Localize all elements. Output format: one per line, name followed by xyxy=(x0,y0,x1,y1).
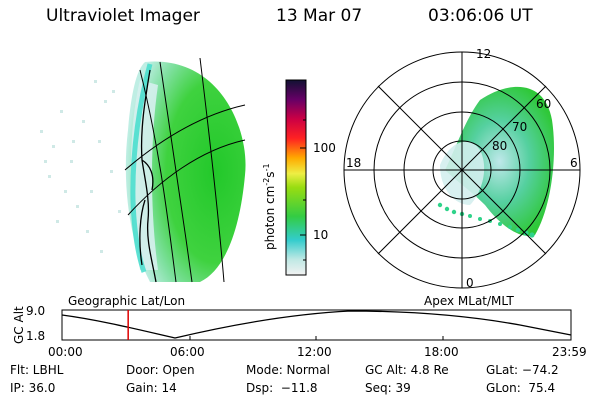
mlt-label-12: 12 xyxy=(476,47,492,61)
noise-speckles xyxy=(40,80,121,253)
info-flt: Flt: LBHL xyxy=(10,363,64,377)
info-seq: Seq: 39 xyxy=(365,381,411,395)
info-gcalt: GC Alt: 4.8 Re xyxy=(365,363,449,377)
geographic-label: Geographic Lat/Lon xyxy=(68,294,186,308)
x-tick-0600: 06:00 xyxy=(170,345,205,359)
colorbar-tick-10: 10 xyxy=(313,228,329,242)
colorbar xyxy=(285,79,307,276)
mlt-label-0: 0 xyxy=(466,276,474,290)
instrument-title: Ultraviolet Imager xyxy=(46,6,200,26)
time-label: 03:06:06 UT xyxy=(428,6,533,26)
x-tick-1800: 18:00 xyxy=(424,345,459,359)
ymax-label: 9.0 xyxy=(26,304,46,318)
lat-label-60: 60 xyxy=(536,97,552,111)
info-gain: Gain: 14 xyxy=(126,381,177,395)
colorbar-tick-100: 100 xyxy=(313,141,336,155)
info-door: Door: Open xyxy=(126,363,195,377)
lat-label-70: 70 xyxy=(512,120,528,134)
apex-label: Apex MLat/MLT xyxy=(424,294,514,308)
info-dsp: Dsp: −11.8 xyxy=(246,381,318,395)
gc-alt-axis-title: GC Alt xyxy=(12,306,26,344)
mlt-label-18: 18 xyxy=(346,156,362,170)
colorbar-unit-label: photon cm-2s-1 xyxy=(262,163,277,250)
lat-label-80: 80 xyxy=(492,139,508,153)
date-label: 13 Mar 07 xyxy=(276,6,363,26)
earth-image xyxy=(40,57,246,283)
mlt-label-6: 6 xyxy=(570,156,578,170)
timeline-plot xyxy=(61,309,572,341)
ymin-label: 1.8 xyxy=(26,329,46,343)
x-tick-1200: 12:00 xyxy=(297,345,332,359)
info-glat: GLat: −74.2 xyxy=(486,363,559,377)
info-glon: GLon: 75.4 xyxy=(486,381,556,395)
info-mode: Mode: Normal xyxy=(246,363,330,377)
info-ip: IP: 36.0 xyxy=(10,381,56,395)
polar-plot xyxy=(343,51,581,289)
auroral-spots xyxy=(437,202,535,238)
x-tick-2359: 23:59 xyxy=(552,345,587,359)
x-tick-0000: 00:00 xyxy=(48,345,83,359)
